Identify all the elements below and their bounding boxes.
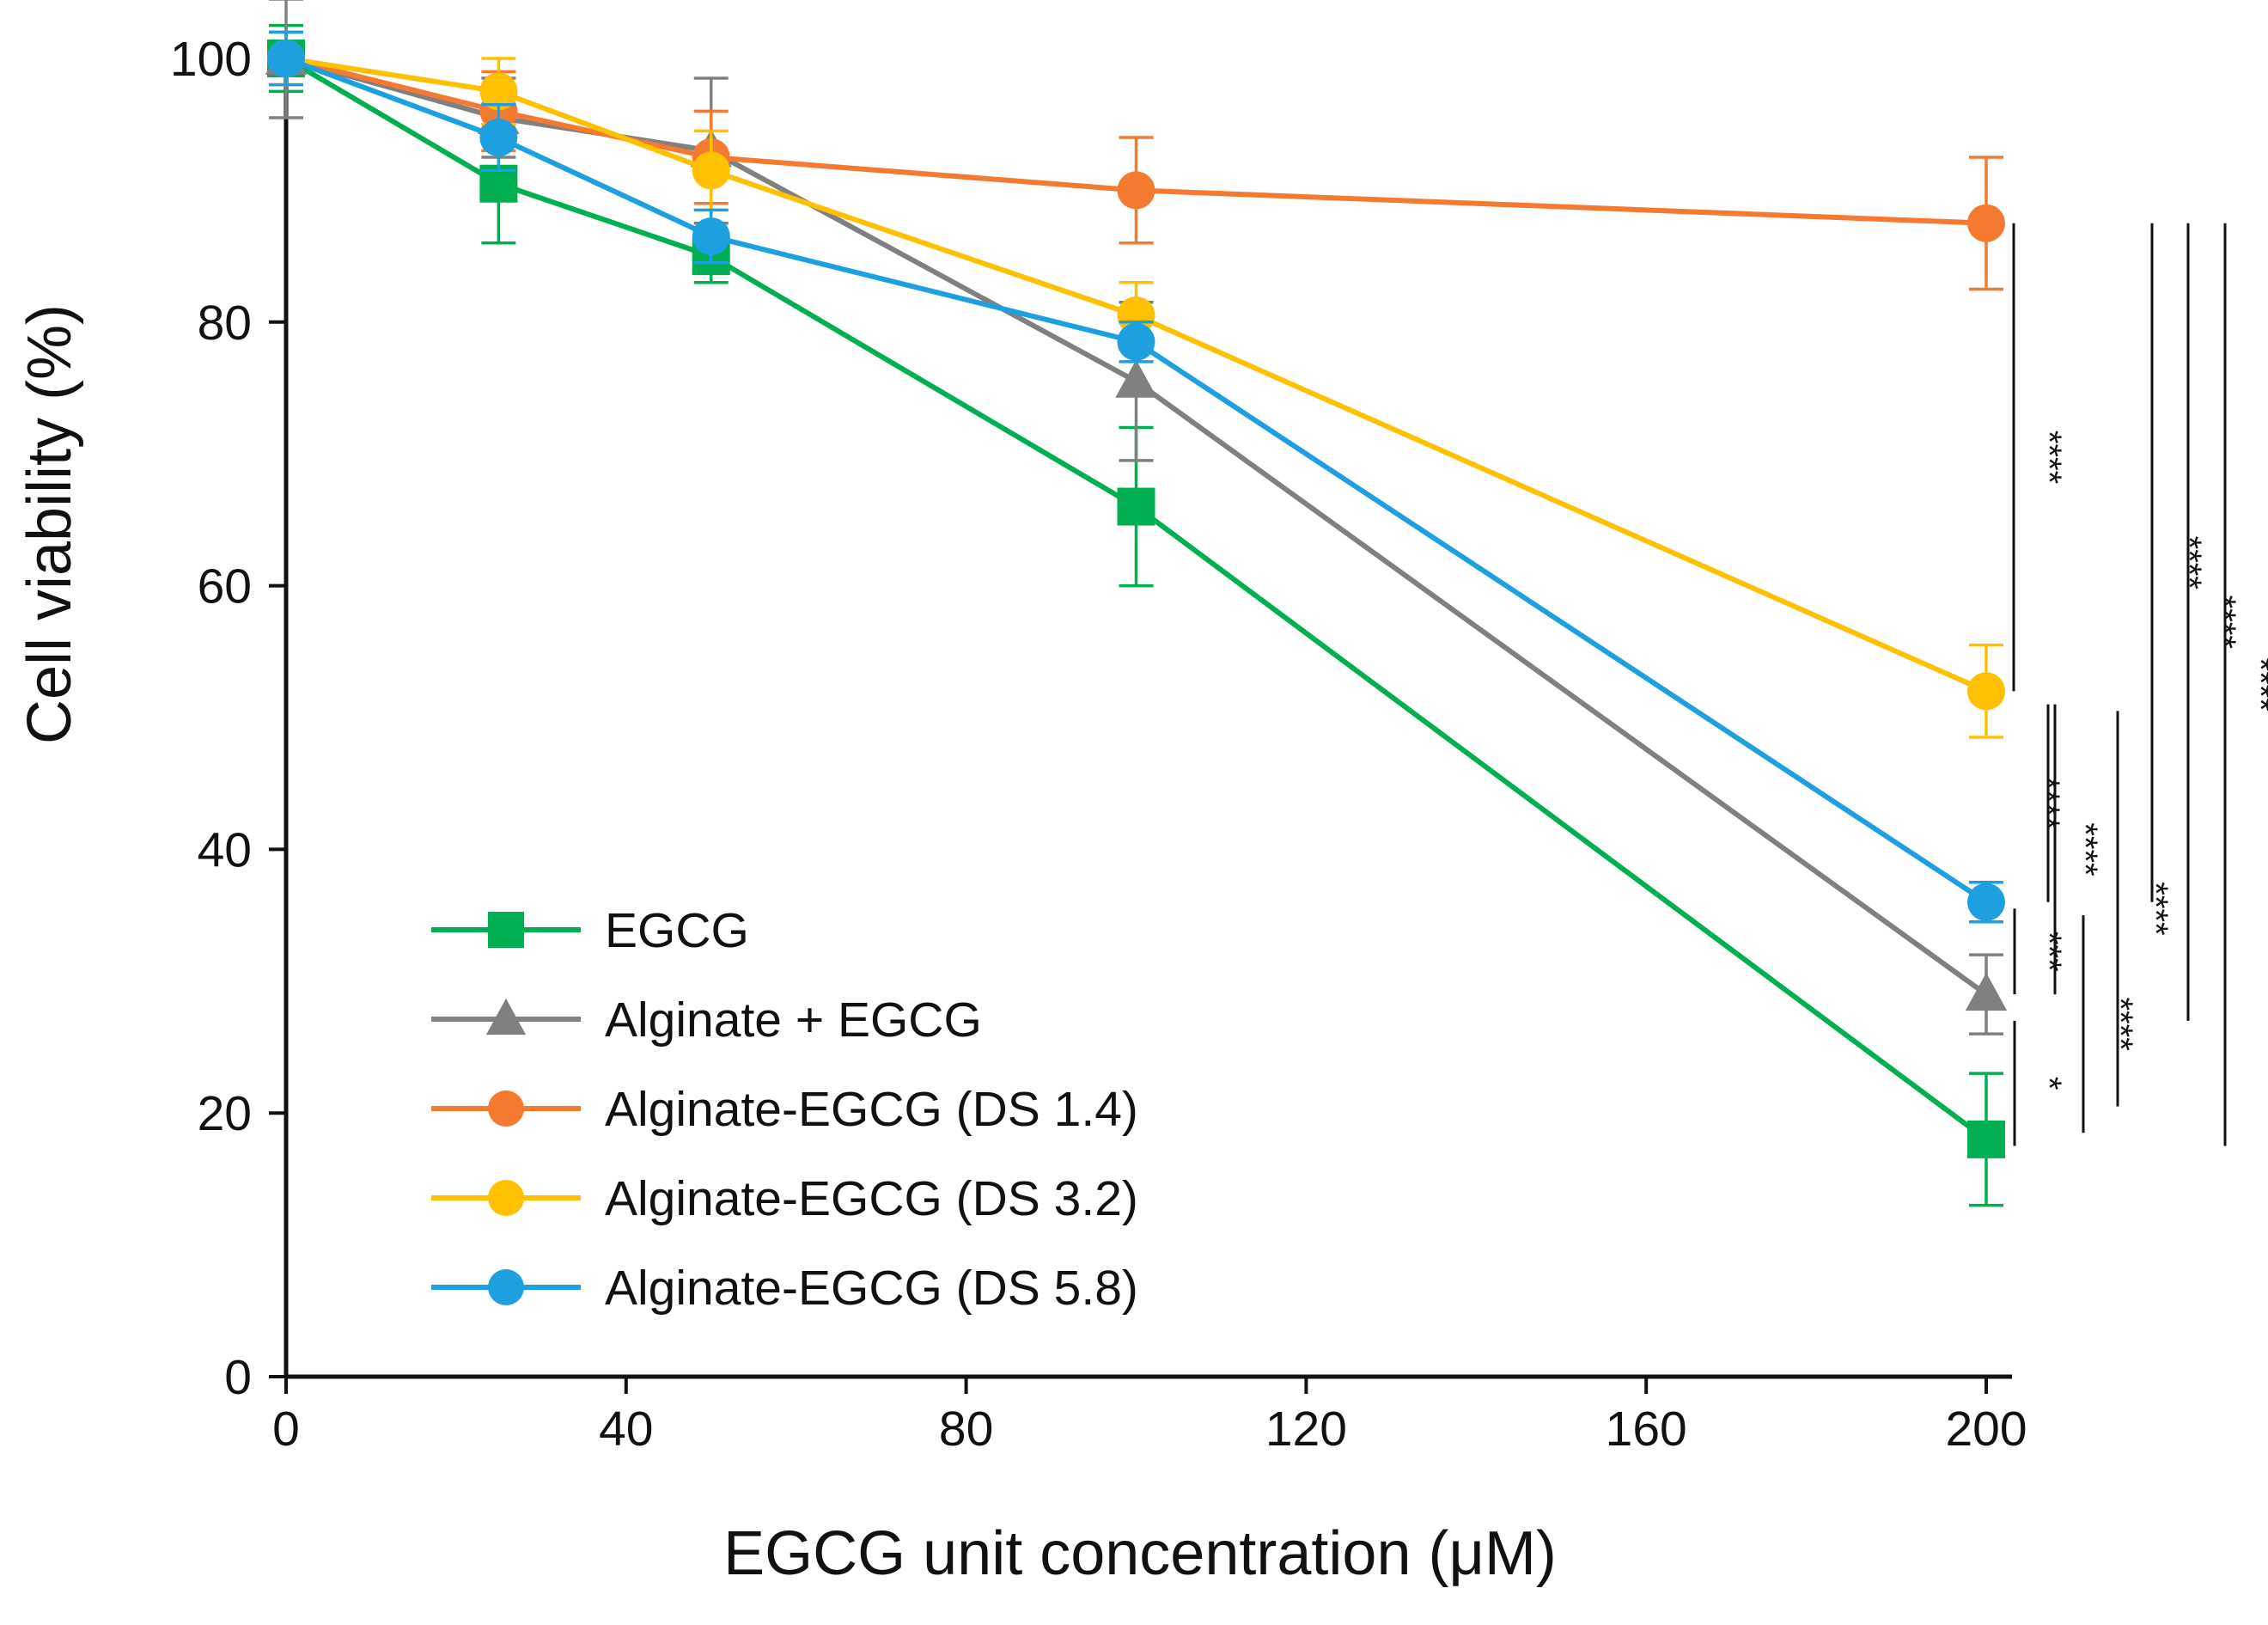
legend-item: Alginate-EGCG (DS 1.4) bbox=[431, 1082, 1138, 1137]
y-tick-label: 80 bbox=[198, 296, 252, 351]
legend-item: EGCG bbox=[431, 903, 749, 958]
y-tick-label: 0 bbox=[224, 1350, 252, 1405]
x-tick-label: 160 bbox=[1606, 1402, 1687, 1457]
data-point bbox=[479, 72, 518, 111]
legend-marker bbox=[485, 998, 527, 1035]
significance-label: **** bbox=[2028, 777, 2066, 830]
data-point bbox=[692, 217, 730, 256]
data-point bbox=[1117, 487, 1155, 526]
x-tick-label: 80 bbox=[939, 1402, 993, 1457]
data-point bbox=[479, 119, 518, 157]
significance-label: **** bbox=[2101, 998, 2139, 1051]
significance-label: **** bbox=[2137, 882, 2174, 935]
legend-item: Alginate + EGCG bbox=[431, 993, 982, 1048]
data-point bbox=[1115, 359, 1157, 398]
data-point bbox=[1117, 322, 1155, 361]
significance-label: **** bbox=[2241, 658, 2268, 712]
data-point bbox=[1117, 171, 1155, 210]
x-tick-label: 40 bbox=[599, 1402, 653, 1457]
significance-label: * bbox=[2030, 1077, 2068, 1090]
significance-label: **** bbox=[2030, 431, 2068, 484]
data-point bbox=[1967, 883, 2005, 921]
data-point bbox=[1967, 204, 2005, 242]
legend-marker bbox=[488, 1180, 524, 1216]
significance-label: **** bbox=[2204, 596, 2242, 649]
y-tick-label: 20 bbox=[198, 1086, 252, 1141]
legend-label: EGCG bbox=[605, 903, 749, 958]
y-tick-label: 60 bbox=[198, 559, 252, 614]
y-tick-label: 100 bbox=[170, 32, 252, 87]
legend-label: Alginate-EGCG (DS 5.8) bbox=[605, 1261, 1138, 1316]
x-tick-label: 120 bbox=[1265, 1402, 1347, 1457]
legend-marker bbox=[488, 1090, 524, 1127]
data-point bbox=[1967, 672, 2005, 711]
y-axis-title: Cell viability (%) bbox=[15, 304, 84, 744]
legend-label: Alginate-EGCG (DS 3.2) bbox=[605, 1171, 1138, 1226]
data-point bbox=[1965, 972, 2008, 1011]
data-point bbox=[1117, 296, 1155, 335]
x-tick-label: 0 bbox=[272, 1402, 300, 1457]
x-axis-title: EGCG unit concentration (μM) bbox=[723, 1519, 1557, 1588]
legend-label: Alginate + EGCG bbox=[605, 993, 982, 1048]
legend-item: Alginate-EGCG (DS 5.8) bbox=[431, 1261, 1138, 1316]
legend-item: Alginate-EGCG (DS 3.2) bbox=[431, 1171, 1138, 1226]
legend-marker bbox=[488, 912, 524, 948]
series-4 bbox=[267, 30, 2005, 924]
legend-label: Alginate-EGCG (DS 1.4) bbox=[605, 1082, 1138, 1137]
y-tick-label: 40 bbox=[198, 822, 252, 877]
series-2 bbox=[267, 30, 2005, 291]
significance-label: **** bbox=[2066, 822, 2104, 876]
x-tick-label: 200 bbox=[1945, 1402, 2027, 1457]
data-point bbox=[692, 151, 730, 190]
significance-label: *** bbox=[2030, 932, 2068, 972]
legend-marker bbox=[488, 1269, 524, 1305]
data-point bbox=[1967, 1120, 2005, 1158]
data-point bbox=[267, 40, 305, 77]
